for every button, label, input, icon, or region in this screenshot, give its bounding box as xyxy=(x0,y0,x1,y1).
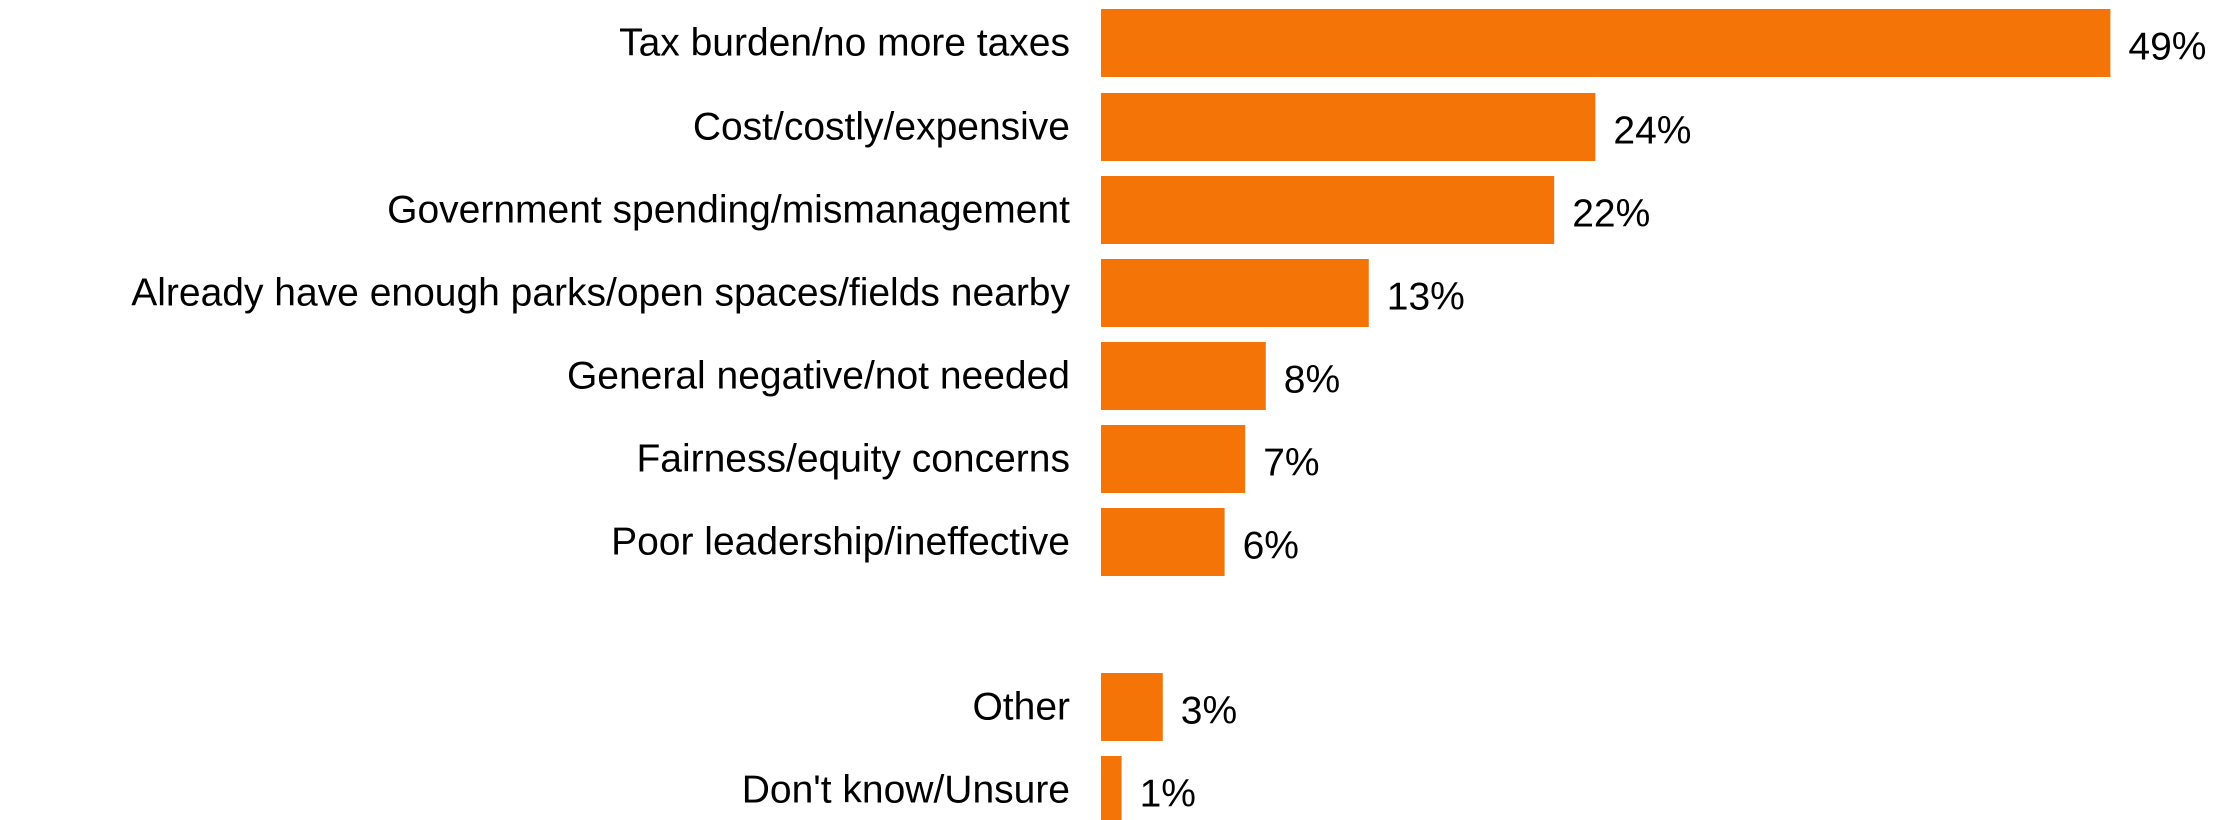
category-label: Already have enough parks/open spaces/fi… xyxy=(131,272,1070,315)
category-label: Don't know/Unsure xyxy=(742,769,1070,812)
category-label: Poor leadership/ineffective xyxy=(611,521,1070,564)
value-label: 6% xyxy=(1243,525,1299,568)
value-label: 7% xyxy=(1263,442,1319,485)
category-label: Government spending/mismanagement xyxy=(387,189,1070,232)
bar xyxy=(1101,425,1246,493)
category-label: General negative/not needed xyxy=(567,355,1070,398)
value-label: 3% xyxy=(1181,690,1237,733)
bar xyxy=(1101,93,1596,161)
value-label: 13% xyxy=(1387,276,1465,319)
category-label: Other xyxy=(972,686,1070,729)
bar xyxy=(1101,9,2111,77)
value-label: 49% xyxy=(2128,26,2206,69)
bar xyxy=(1101,508,1225,576)
bar xyxy=(1101,756,1122,820)
bar xyxy=(1101,673,1163,741)
value-label: 24% xyxy=(1613,110,1691,153)
bar xyxy=(1101,342,1266,410)
bar xyxy=(1101,176,1555,244)
category-label: Cost/costly/expensive xyxy=(693,106,1070,149)
category-label: Fairness/equity concerns xyxy=(636,438,1070,481)
category-label: Tax burden/no more taxes xyxy=(619,22,1070,65)
value-label: 22% xyxy=(1572,193,1650,236)
value-label: 8% xyxy=(1284,359,1340,402)
bar xyxy=(1101,259,1369,327)
value-label: 1% xyxy=(1140,773,1196,816)
